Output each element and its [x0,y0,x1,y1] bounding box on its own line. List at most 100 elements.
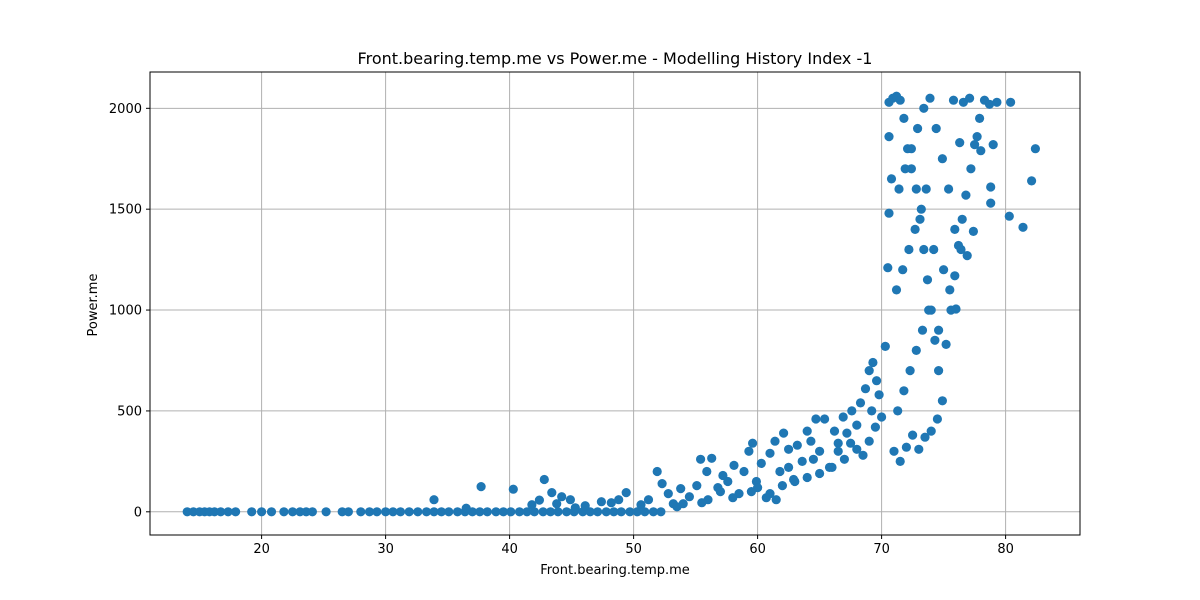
data-point [905,366,915,376]
data-point [307,507,317,517]
data-point [527,500,537,510]
data-point [756,458,766,468]
data-point [911,345,921,355]
data-point [223,507,233,517]
data-point [934,366,944,376]
data-point [247,507,257,517]
data-point [846,438,856,448]
data-point [444,507,454,517]
data-point [656,507,666,517]
data-point [395,507,406,517]
data-point [970,140,980,150]
data-point [562,507,572,517]
axes-frame [149,71,1081,536]
data-point [945,285,955,295]
data-point [838,412,848,422]
data-point [891,285,902,295]
data-point [802,426,812,436]
data-point [924,305,934,315]
data-point [839,454,850,464]
data-point [872,376,882,386]
data-point [779,428,789,438]
data-point [771,495,781,505]
data-point [343,507,353,517]
data-point [790,476,800,487]
data-point [676,484,686,494]
data-point [922,275,933,285]
data-point [216,507,226,517]
data-point [784,462,794,472]
data-point [570,503,580,513]
data-point [1004,211,1014,221]
data-point [829,426,840,436]
data-point [522,507,532,517]
data-point [874,390,884,400]
data-point [364,507,375,517]
data-point [904,244,914,255]
data-point [972,132,982,142]
data-point [914,444,924,454]
data-point [898,265,908,275]
data-point [895,95,905,105]
data-point [883,263,893,273]
data-point [1018,222,1028,232]
data-point [852,444,862,454]
data-point [951,304,961,314]
data-point [279,507,289,517]
data-point [657,479,667,489]
data-point [962,251,972,261]
data-point [957,214,967,224]
data-point [648,507,659,517]
data-point [847,406,857,416]
data-point [900,164,910,174]
data-point [1030,144,1040,154]
data-point [723,476,733,487]
data-point [632,507,642,517]
data-point [893,406,903,416]
data-point [860,384,871,394]
data-point [931,123,941,134]
data-point [609,507,619,517]
data-point [941,339,951,349]
data-point [1027,176,1037,186]
data-point [663,489,673,499]
data-point [696,454,706,464]
data-point [356,507,366,517]
data-point [815,446,825,456]
data-point [965,93,975,103]
data-point [908,430,918,440]
data-point [596,497,607,507]
data-point [388,507,398,517]
data-point [707,453,717,463]
data-point [968,226,979,236]
data-point [915,214,925,224]
data-point [580,501,590,511]
data-point [906,144,917,154]
data-point [614,495,624,505]
data-point [421,507,432,517]
data-point [880,341,890,351]
data-point [988,140,998,150]
data-point [529,507,540,517]
data-point [864,366,874,376]
data-point [910,224,920,234]
data-point [833,438,843,448]
data-point [625,507,635,517]
data-point [811,414,821,424]
x-tick-label: 70 [873,542,890,557]
y-tick-label: 0 [134,505,142,520]
data-point [986,182,996,192]
data-point [930,335,940,345]
data-point [976,146,986,156]
data-point [858,450,868,460]
data-point [937,154,948,164]
data-point [884,132,894,142]
data-point [975,113,985,123]
data-point [491,507,501,517]
data-point [925,93,935,103]
data-point [775,466,785,477]
data-point [827,462,837,472]
data-point [899,113,909,123]
data-point [684,492,695,502]
data-point [547,488,557,498]
